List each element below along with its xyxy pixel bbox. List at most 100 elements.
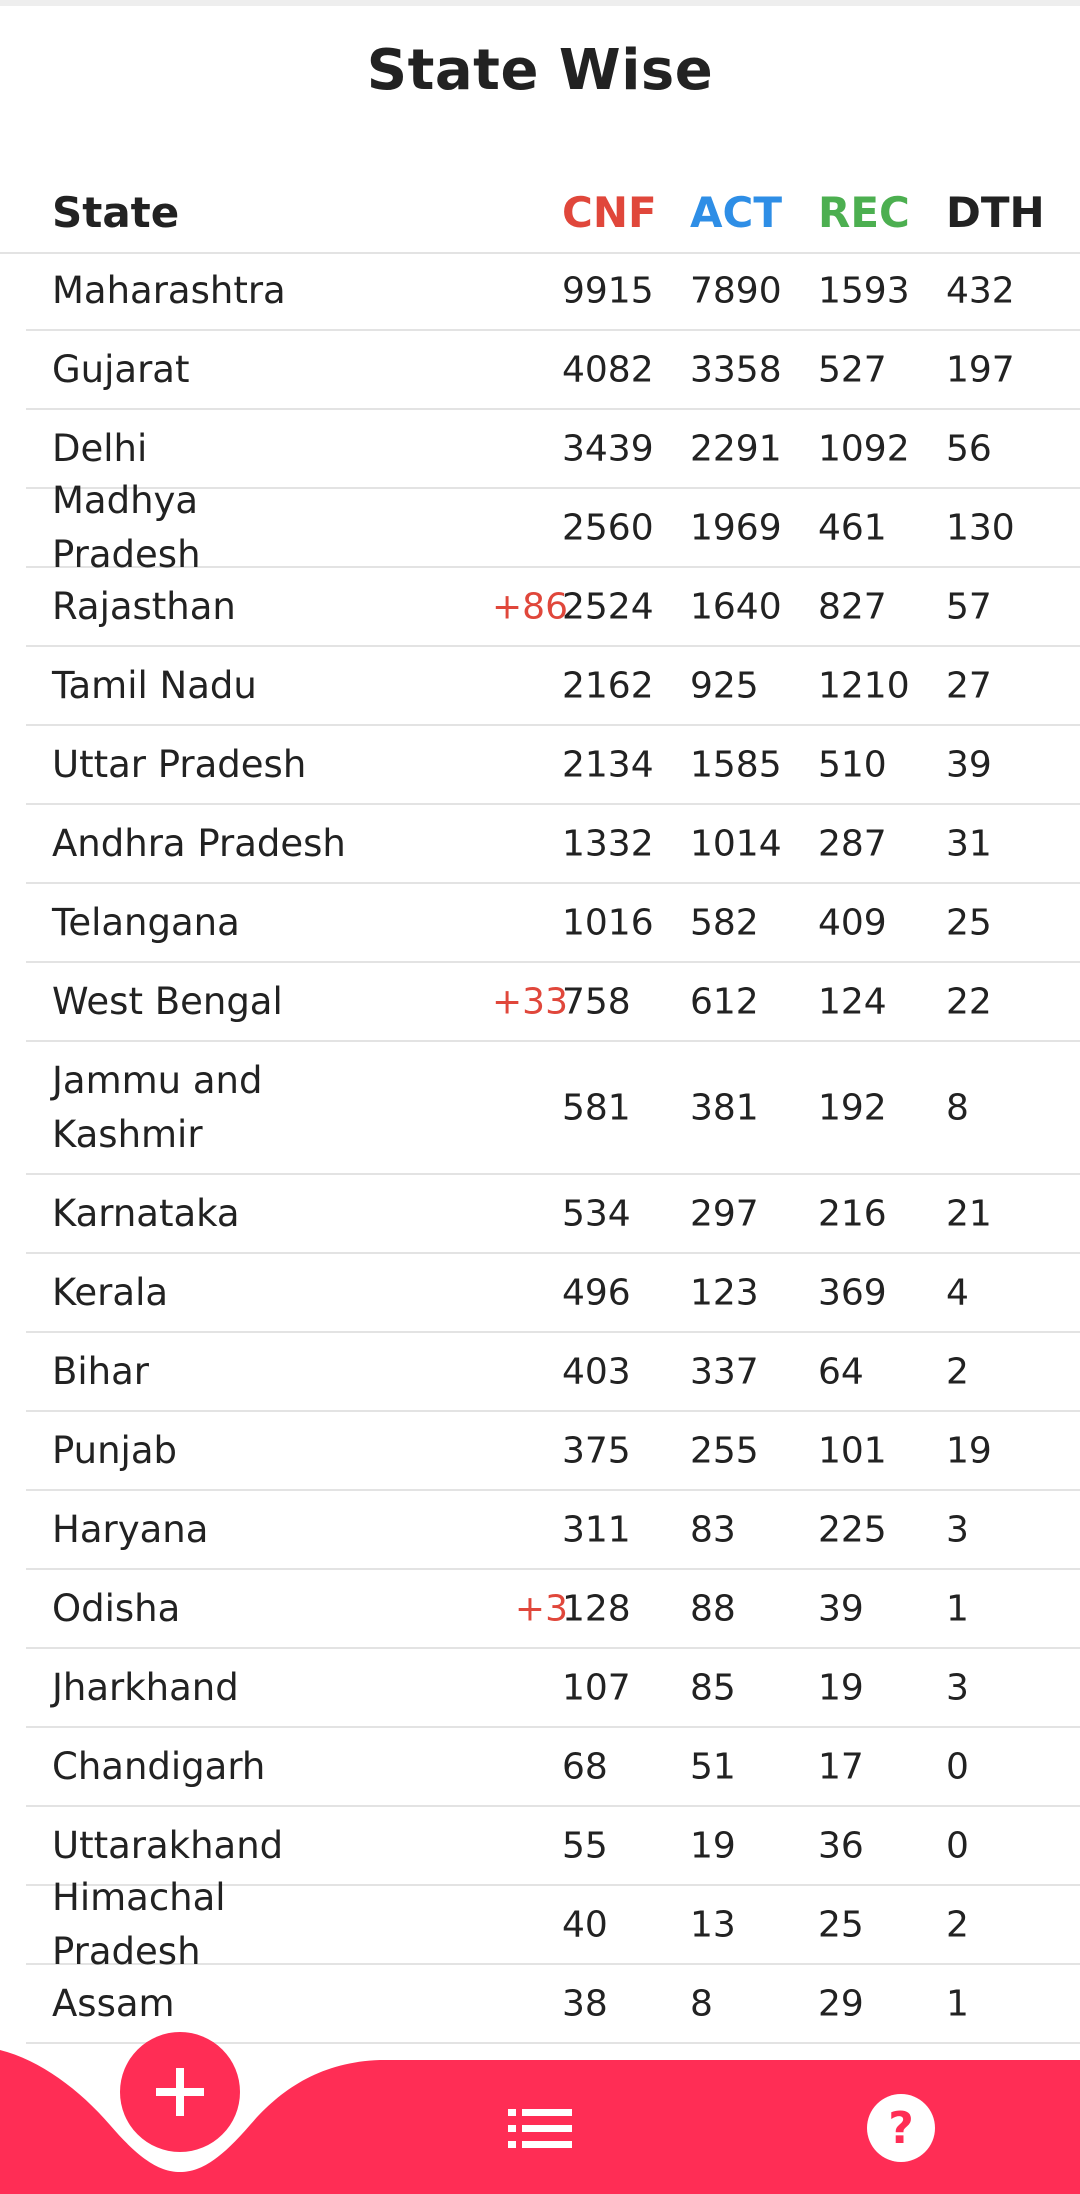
recovered-count: 101 [818, 1430, 887, 1471]
state-name: Assam [52, 1981, 175, 2025]
confirmed-count: 758 [562, 981, 631, 1022]
list-button[interactable] [508, 2105, 572, 2153]
deaths-count: 21 [946, 1193, 992, 1234]
deaths-count: 0 [946, 1746, 969, 1787]
recovered-count: 29 [818, 1983, 864, 2024]
state-name: Rajasthan [52, 584, 236, 628]
deaths-count: 19 [946, 1430, 992, 1471]
confirmed-count: 2162 [562, 665, 654, 706]
table-row: West Bengal +33 758 612 124 22 [26, 963, 1080, 1042]
recovered-count: 124 [818, 981, 887, 1022]
recovered-count: 36 [818, 1825, 864, 1866]
active-count: 925 [690, 665, 759, 706]
confirmed-count: 9915 [562, 270, 654, 311]
table-row: Jammu and Kashmir 581 381 192 8 [26, 1042, 1080, 1175]
deaths-count: 2 [946, 1351, 969, 1392]
confirmed-count: 40 [562, 1904, 608, 1945]
confirmed-count: 375 [562, 1430, 631, 1471]
state-name: Punjab [52, 1428, 178, 1472]
deaths-count: 57 [946, 586, 992, 627]
deaths-count: 1 [946, 1983, 969, 2024]
header-act: ACT [690, 188, 782, 237]
confirmed-count: 68 [562, 1746, 608, 1787]
state-name: Gujarat [52, 347, 190, 391]
active-count: 1014 [690, 823, 782, 864]
deaths-count: 25 [946, 902, 992, 943]
recovered-count: 17 [818, 1746, 864, 1787]
table-row: Gujarat 4082 3358 527 197 [26, 331, 1080, 410]
state-name: Himachal Pradesh [52, 1875, 226, 1973]
table-row: Kerala 496 123 369 4 [26, 1254, 1080, 1333]
recovered-count: 39 [818, 1588, 864, 1629]
table-row: Madhya Pradesh 2560 1969 461 130 [26, 479, 1080, 576]
active-count: 1585 [690, 744, 782, 785]
recovered-count: 1210 [818, 665, 910, 706]
confirmed-count: 311 [562, 1509, 631, 1550]
svg-text:?: ? [888, 2103, 914, 2154]
header-cnf: CNF [562, 188, 657, 237]
table-row: Himachal Pradesh 40 13 25 2 [26, 1876, 1080, 1973]
deaths-count: 22 [946, 981, 992, 1022]
bottom-nav [0, 2050, 1080, 2194]
help-button[interactable]: ? [866, 2093, 936, 2163]
help-icon: ? [867, 2094, 935, 2162]
active-count: 612 [690, 981, 759, 1022]
table-row: Uttarakhand 55 19 36 0 [26, 1807, 1080, 1886]
table-row: Chandigarh 68 51 17 0 [26, 1728, 1080, 1807]
deaths-count: 130 [946, 507, 1015, 548]
state-name: Odisha [52, 1586, 181, 1630]
add-button[interactable] [120, 2032, 240, 2152]
confirmed-count: 4082 [562, 349, 654, 390]
active-count: 19 [690, 1825, 736, 1866]
deaths-count: 3 [946, 1667, 969, 1708]
active-count: 1640 [690, 586, 782, 627]
table-row: Bihar 403 337 64 2 [26, 1333, 1080, 1412]
recovered-count: 287 [818, 823, 887, 864]
recovered-count: 527 [818, 349, 887, 390]
active-count: 582 [690, 902, 759, 943]
table-row: Telangana 1016 582 409 25 [26, 884, 1080, 963]
deaths-count: 8 [946, 1087, 969, 1128]
confirmed-count: 2560 [562, 507, 654, 548]
active-count: 8 [690, 1983, 713, 2024]
confirmed-count: 534 [562, 1193, 631, 1234]
recovered-count: 1092 [818, 428, 910, 469]
state-name: Uttar Pradesh [52, 742, 307, 786]
state-name: Andhra Pradesh [52, 821, 346, 865]
deaths-count: 56 [946, 428, 992, 469]
table-row: Maharashtra 9915 7890 1593 432 [26, 252, 1080, 331]
confirmed-count: 107 [562, 1667, 631, 1708]
confirmed-count: 3439 [562, 428, 654, 469]
confirmed-count: 1016 [562, 902, 654, 943]
confirmed-count: 403 [562, 1351, 631, 1392]
confirmed-count: 2524 [562, 586, 654, 627]
active-count: 85 [690, 1667, 736, 1708]
state-name: Chandigarh [52, 1744, 266, 1788]
list-icon [508, 2109, 572, 2148]
recovered-count: 461 [818, 507, 887, 548]
table-row: Uttar Pradesh 2134 1585 510 39 [26, 726, 1080, 805]
confirmed-delta: +33 [492, 981, 568, 1022]
table-row: Andhra Pradesh 1332 1014 287 31 [26, 805, 1080, 884]
deaths-count: 1 [946, 1588, 969, 1629]
state-name: Bihar [52, 1349, 149, 1393]
header-state: State [52, 188, 180, 237]
deaths-count: 4 [946, 1272, 969, 1313]
plus-icon [156, 2068, 204, 2116]
recovered-count: 25 [818, 1904, 864, 1945]
recovered-count: 409 [818, 902, 887, 943]
recovered-count: 510 [818, 744, 887, 785]
confirmed-count: 581 [562, 1087, 631, 1128]
recovered-count: 369 [818, 1272, 887, 1313]
table-row: Haryana 311 83 225 3 [26, 1491, 1080, 1570]
recovered-count: 192 [818, 1087, 887, 1128]
table-header: State CNF ACT REC DTH [0, 178, 1080, 254]
recovered-count: 827 [818, 586, 887, 627]
table-row: Assam 38 8 29 1 [26, 1965, 1080, 2044]
active-count: 123 [690, 1272, 759, 1313]
confirmed-count: 1332 [562, 823, 654, 864]
header-dth: DTH [946, 188, 1045, 237]
deaths-count: 3 [946, 1509, 969, 1550]
table-row: Odisha +3 128 88 39 1 [26, 1570, 1080, 1649]
state-name: Delhi [52, 426, 148, 470]
